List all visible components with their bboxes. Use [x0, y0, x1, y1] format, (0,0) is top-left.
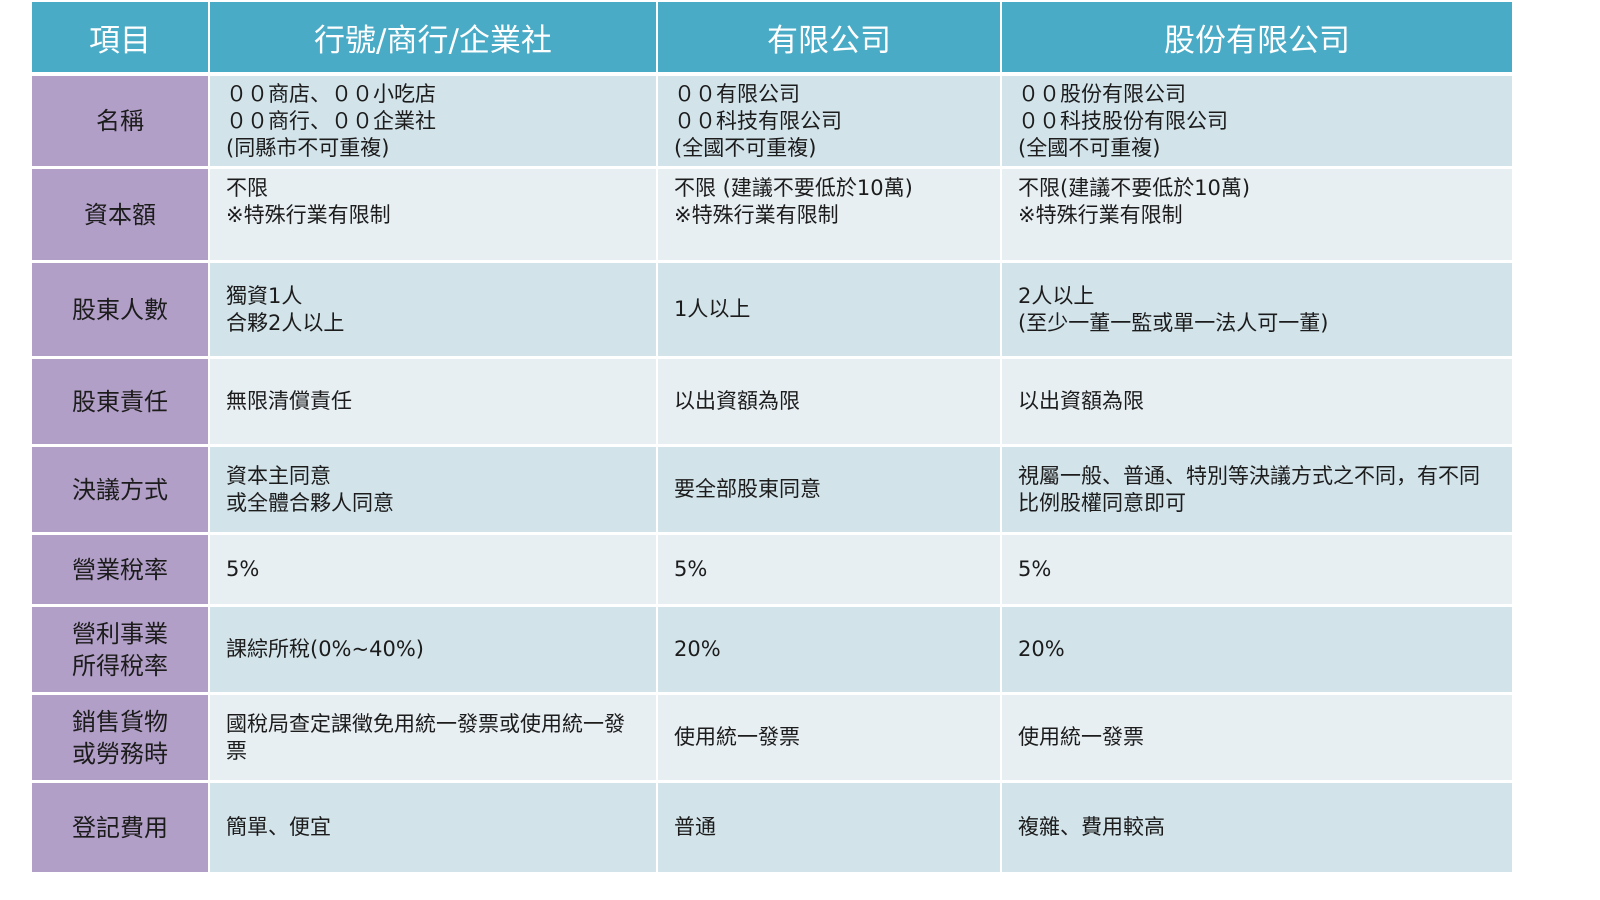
- table-cell: 資本主同意 或全體合夥人同意: [210, 447, 658, 535]
- table-row: 營利事業 所得稅率 課綜所稅(0%~40%) 20% 20%: [32, 607, 1512, 695]
- header-corporation: 股份有限公司: [1002, 2, 1512, 76]
- table-cell: 5%: [1002, 535, 1512, 607]
- table-header-row: 項目 行號/商行/企業社 有限公司 股份有限公司: [32, 2, 1512, 76]
- row-label: 營業稅率: [32, 535, 210, 607]
- table-cell: 複雜、費用較高: [1002, 783, 1512, 875]
- table-cell: ００股份有限公司 ００科技股份有限公司 (全國不可重複): [1002, 76, 1512, 169]
- table-cell: 國稅局查定課徵免用統一發票或使用統一發票: [210, 695, 658, 783]
- table-cell: 20%: [1002, 607, 1512, 695]
- table-row: 營業稅率 5% 5% 5%: [32, 535, 1512, 607]
- row-label: 登記費用: [32, 783, 210, 875]
- row-label: 營利事業 所得稅率: [32, 607, 210, 695]
- row-label: 銷售貨物 或勞務時: [32, 695, 210, 783]
- table-row: 銷售貨物 或勞務時 國稅局查定課徵免用統一發票或使用統一發票 使用統一發票 使用…: [32, 695, 1512, 783]
- table-row: 股東責任 無限清償責任 以出資額為限 以出資額為限: [32, 359, 1512, 447]
- table-cell: 獨資1人 合夥2人以上: [210, 263, 658, 359]
- row-label: 股東人數: [32, 263, 210, 359]
- row-label: 決議方式: [32, 447, 210, 535]
- table-cell: 無限清償責任: [210, 359, 658, 447]
- table-cell: 1人以上: [658, 263, 1002, 359]
- table-cell: 20%: [658, 607, 1002, 695]
- table-cell: 使用統一發票: [1002, 695, 1512, 783]
- table-cell: 簡單、便宜: [210, 783, 658, 875]
- table-cell: 以出資額為限: [1002, 359, 1512, 447]
- header-sole-proprietorship: 行號/商行/企業社: [210, 2, 658, 76]
- row-label: 資本額: [32, 169, 210, 263]
- table-row: 股東人數 獨資1人 合夥2人以上 1人以上 2人以上 (至少一董一監或單一法人可…: [32, 263, 1512, 359]
- table-cell: 不限(建議不要低於10萬) ※特殊行業有限制: [1002, 169, 1512, 263]
- table-row: 名稱 ００商店、００小吃店 ００商行、００企業社 (同縣市不可重複) ００有限公…: [32, 76, 1512, 169]
- header-limited-company: 有限公司: [658, 2, 1002, 76]
- table-cell: 5%: [210, 535, 658, 607]
- table-row: 決議方式 資本主同意 或全體合夥人同意 要全部股東同意 視屬一般、普通、特別等決…: [32, 447, 1512, 535]
- table-cell: 不限 ※特殊行業有限制: [210, 169, 658, 263]
- table-cell: 不限 (建議不要低於10萬) ※特殊行業有限制: [658, 169, 1002, 263]
- table-cell: 以出資額為限: [658, 359, 1002, 447]
- table-cell: 課綜所稅(0%~40%): [210, 607, 658, 695]
- row-label: 股東責任: [32, 359, 210, 447]
- company-type-comparison-table: 項目 行號/商行/企業社 有限公司 股份有限公司 名稱 ００商店、００小吃店 ０…: [32, 2, 1512, 875]
- table-cell: 視屬一般、普通、特別等決議方式之不同，有不同比例股權同意即可: [1002, 447, 1512, 535]
- header-item: 項目: [32, 2, 210, 76]
- table-cell: 要全部股東同意: [658, 447, 1002, 535]
- table-cell: ００有限公司 ００科技有限公司 (全國不可重複): [658, 76, 1002, 169]
- table-cell: 5%: [658, 535, 1002, 607]
- row-label: 名稱: [32, 76, 210, 169]
- table-cell: 2人以上 (至少一董一監或單一法人可一董): [1002, 263, 1512, 359]
- table-cell: 使用統一發票: [658, 695, 1002, 783]
- table-cell: 普通: [658, 783, 1002, 875]
- table-cell: ００商店、００小吃店 ００商行、００企業社 (同縣市不可重複): [210, 76, 658, 169]
- table-row: 資本額 不限 ※特殊行業有限制 不限 (建議不要低於10萬) ※特殊行業有限制 …: [32, 169, 1512, 263]
- table-row: 登記費用 簡單、便宜 普通 複雜、費用較高: [32, 783, 1512, 875]
